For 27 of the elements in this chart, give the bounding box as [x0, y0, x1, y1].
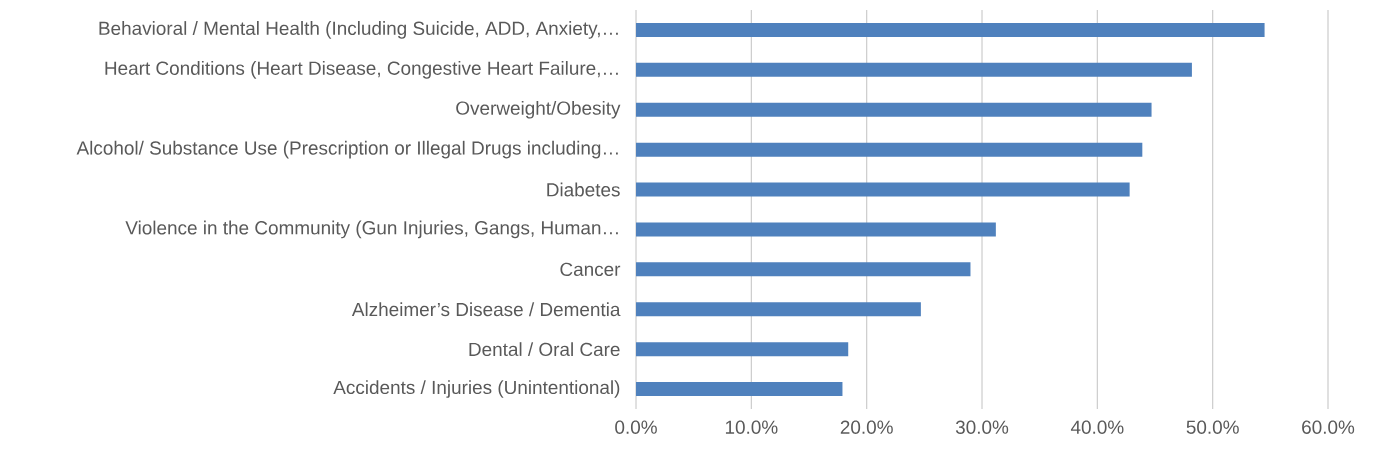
bar — [636, 342, 849, 357]
bar — [636, 382, 843, 397]
x-tick-label: 50.0% — [1186, 420, 1239, 434]
bar — [636, 222, 996, 237]
y-tick-label: Diabetes — [547, 182, 620, 197]
bar — [636, 102, 1152, 117]
bar — [636, 302, 921, 317]
bar — [636, 262, 971, 277]
y-tick-label: Overweight/Obesity — [456, 100, 621, 119]
x-tick-label: 20.0% — [840, 420, 893, 434]
x-tick-label: 60.0% — [1302, 420, 1355, 434]
y-tick-label: Heart Conditions (Heart Disease, Congestive Heart Failure,… — [105, 61, 618, 79]
y-tick-label: Cancer — [560, 262, 621, 277]
y-tick-label: Dental / Oral Care — [469, 342, 620, 357]
x-tick-label: 0.0% — [615, 420, 657, 434]
bar — [636, 62, 1192, 77]
y-tick-label: Alzheimer’s Disease / Dementia — [351, 302, 621, 317]
y-tick-label: Behavioral / Mental Health (Including Suicide, ADD, Anxiety,… — [99, 21, 618, 39]
bar — [636, 142, 1143, 157]
y-tick-label: Violence in the Community (Gun Injuries, Gangs, Human… — [125, 220, 618, 239]
y-tick-label: Alcohol/ Substance Use (Prescription or Illegal Drugs including… — [76, 140, 618, 159]
x-tick-label: 30.0% — [955, 420, 1009, 434]
y-tick-label: Accidents / Injuries (Unintentional) — [333, 380, 620, 398]
bar — [636, 22, 1265, 37]
x-tick-label: 10.0% — [725, 420, 778, 434]
bar — [636, 182, 1130, 197]
x-tick-label: 40.0% — [1070, 420, 1124, 434]
